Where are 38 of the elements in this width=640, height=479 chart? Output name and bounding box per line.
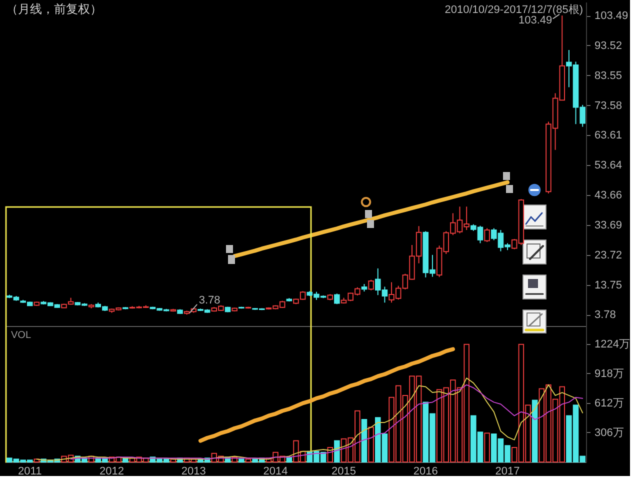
y-tick-label: 73.58	[594, 100, 622, 112]
y-tick-label: 3.78	[594, 309, 616, 322]
y-tick-label: 43.66	[594, 190, 622, 202]
y-tick-label: 53.64	[594, 160, 622, 172]
y-tick-label: 23.72	[594, 249, 622, 262]
annotation: 2010/10/29-2017/12/7(85根)	[444, 4, 583, 16]
x-tick-label: 2016	[413, 466, 438, 478]
y-tick-label: 918万	[594, 368, 624, 380]
x-tick-label: 2013	[181, 466, 206, 478]
annotation: 103.49	[518, 14, 552, 27]
x-tick-label: 2017	[495, 466, 520, 478]
candlestick	[368, 279, 374, 291]
bar	[484, 432, 490, 462]
bar	[238, 458, 244, 462]
y-tick-label: 103.49	[594, 10, 628, 22]
y-tick-label: 83.55	[594, 70, 622, 82]
bar	[532, 400, 538, 462]
bar	[245, 458, 252, 462]
bar	[368, 426, 374, 462]
line-series	[198, 347, 455, 443]
annotation: 3.78	[198, 294, 220, 307]
y-tick-label: 33.69	[594, 219, 622, 232]
y-tick-label: 13.75	[594, 279, 622, 292]
x-tick-label: 2014	[263, 466, 288, 478]
chart-title: （月线，前复权）	[6, 2, 102, 16]
y-tick-label: 1224万	[594, 338, 630, 350]
y-tick-label: 93.52	[594, 40, 622, 52]
y-tick-label: 306万	[594, 426, 624, 439]
x-tick-label: 2011	[18, 466, 42, 478]
chart-title: VOL	[11, 330, 32, 341]
bar	[361, 419, 368, 462]
candlestick	[484, 228, 490, 242]
bar	[334, 440, 340, 462]
x-tick-label: 2015	[332, 466, 356, 478]
y-tick-label: 63.61	[594, 130, 622, 142]
y-tick-label: 612万	[594, 397, 624, 410]
candlestick	[334, 293, 340, 305]
x-tick-label: 2012	[100, 466, 124, 478]
